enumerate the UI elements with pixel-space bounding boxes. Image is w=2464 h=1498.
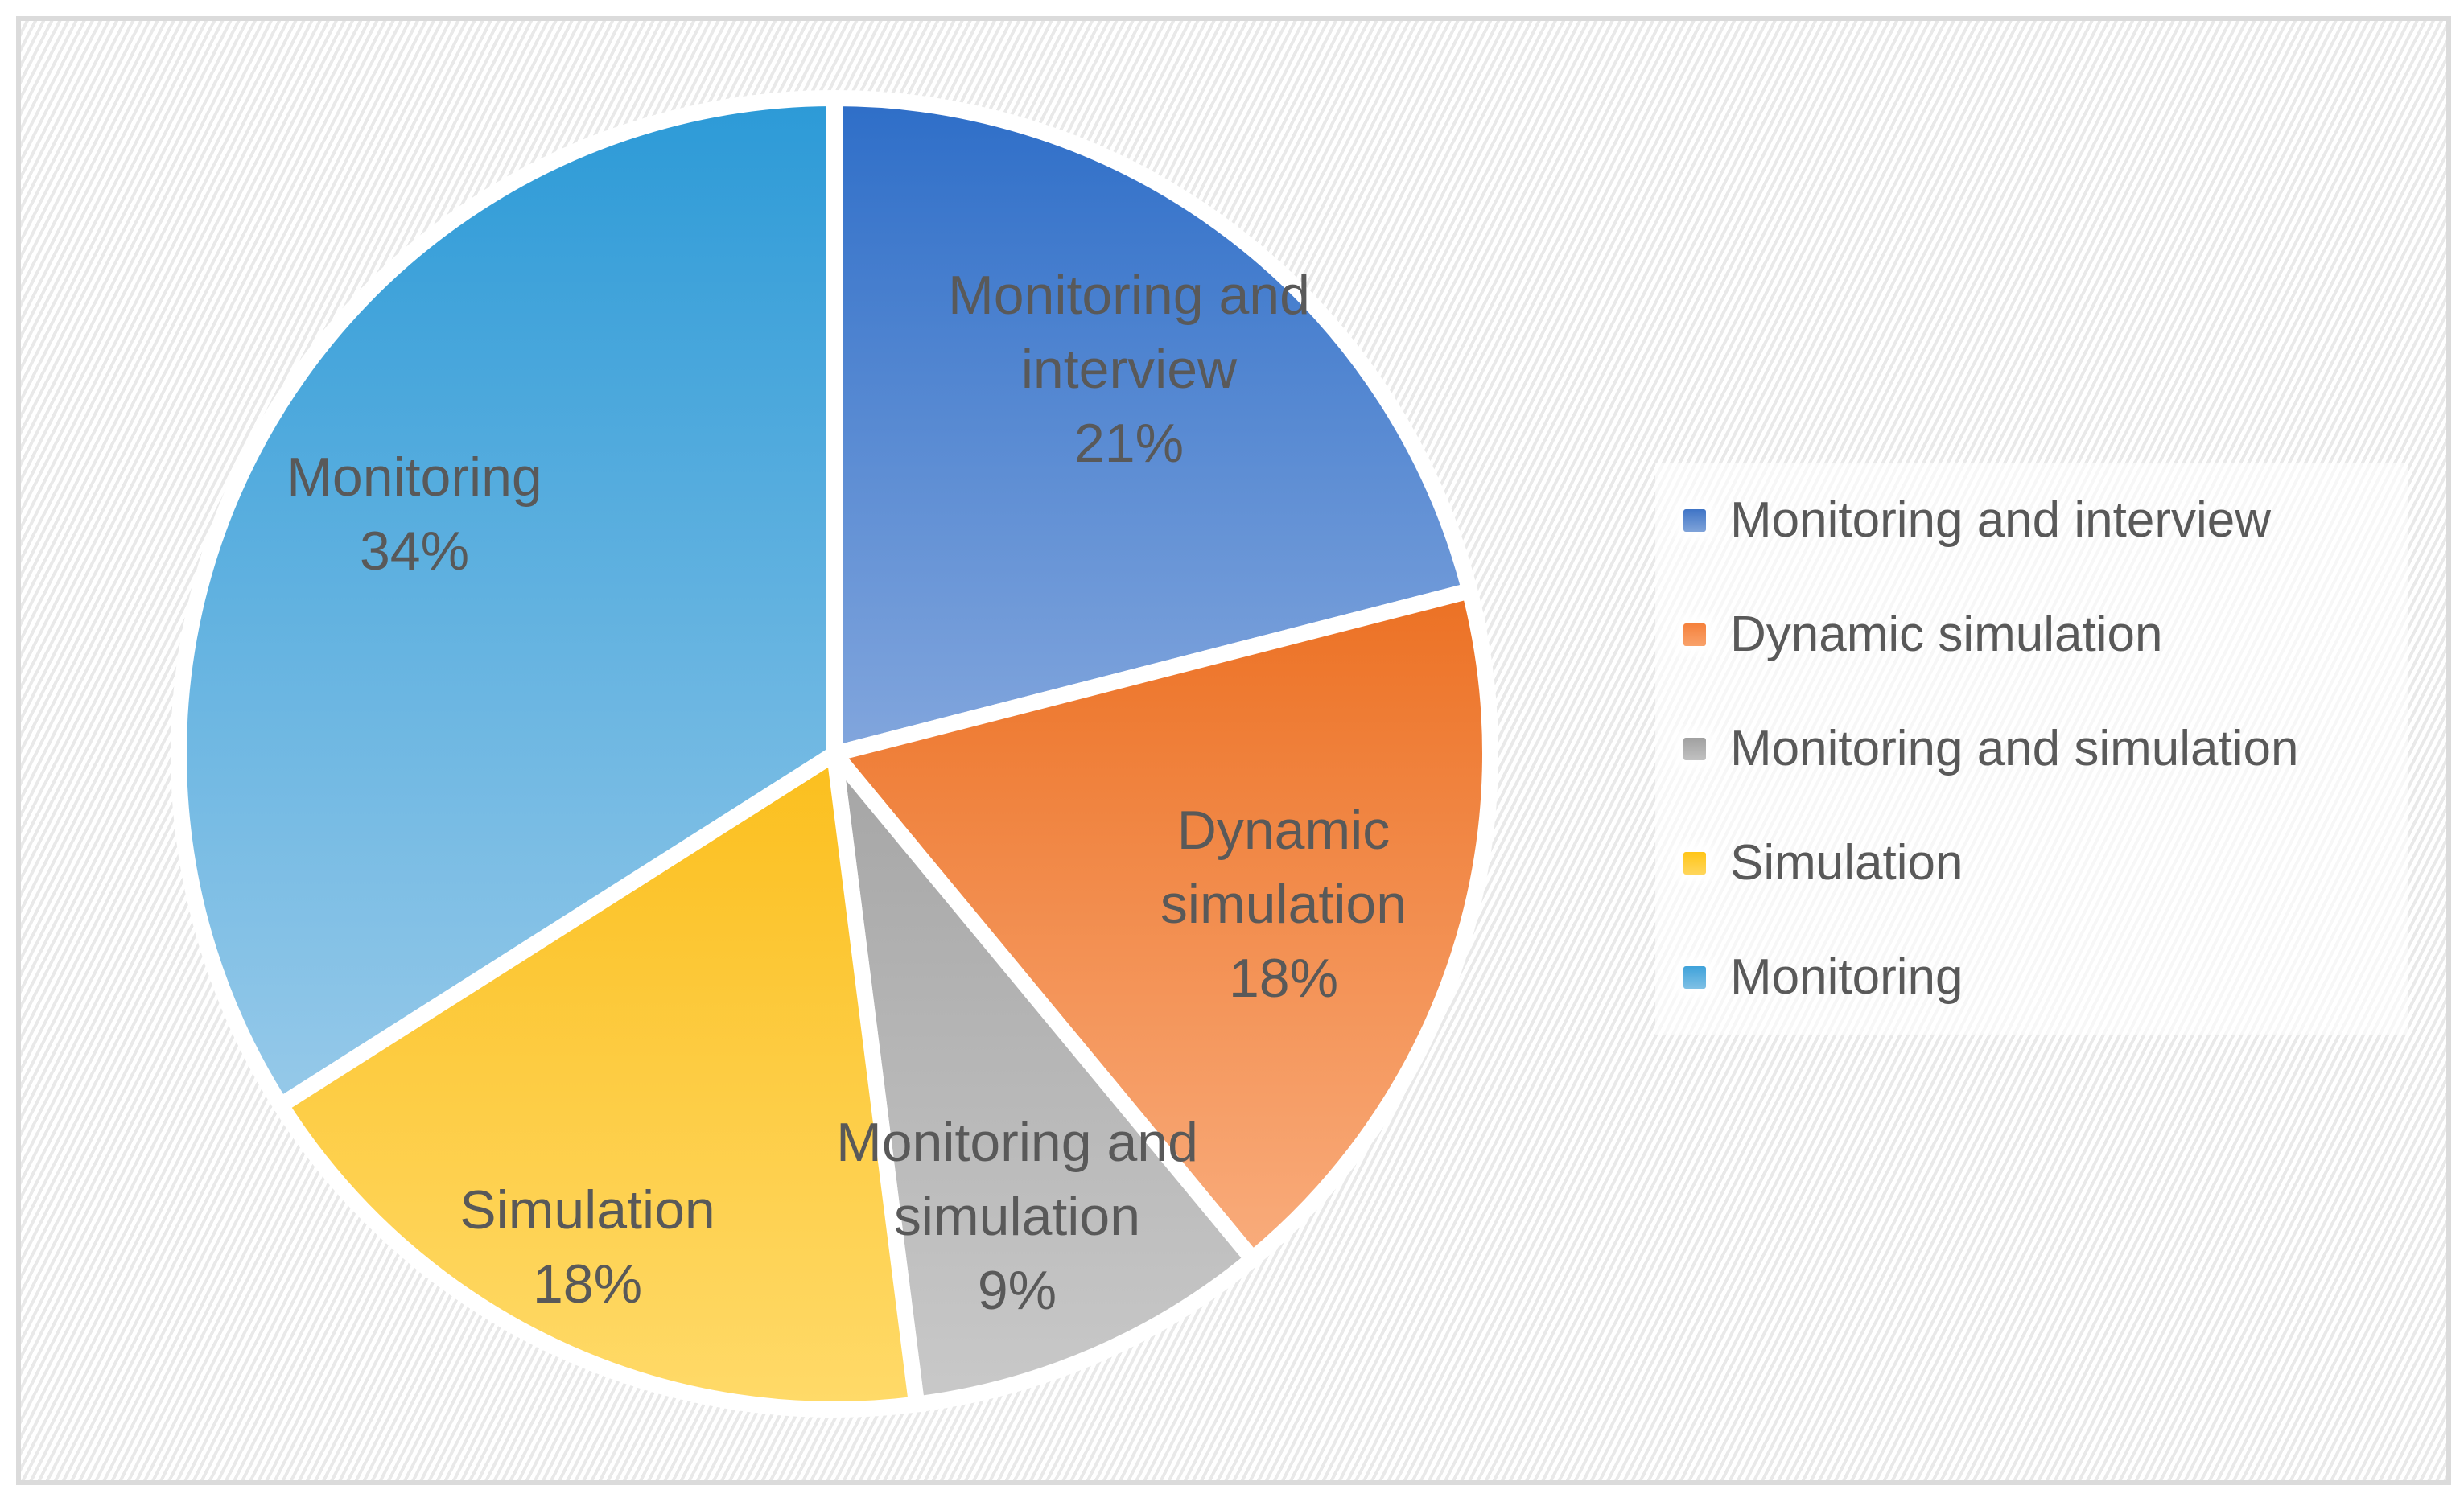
legend-item-monitoring-and-simulation: Monitoring and simulation [1655, 692, 2408, 806]
legend-item-simulation: Simulation [1655, 806, 2408, 920]
legend: Monitoring and interview Dynamic simulat… [1655, 463, 2408, 1035]
legend-swatch [1683, 509, 1706, 532]
legend-swatch [1683, 966, 1706, 989]
legend-swatch [1683, 852, 1706, 875]
legend-swatch [1683, 623, 1706, 646]
legend-item-label: Dynamic simulation [1730, 606, 2163, 662]
pie-slice-dynamic-simulation [826, 582, 1498, 1267]
legend-item-label: Monitoring and interview [1730, 492, 2272, 548]
legend-item-label: Monitoring and simulation [1730, 720, 2299, 776]
legend-item-dynamic-simulation: Dynamic simulation [1655, 578, 2408, 692]
legend-swatch [1683, 738, 1706, 760]
legend-item-monitoring: Monitoring [1655, 920, 2408, 1035]
pie-slice-monitoring-and-interview [826, 90, 1478, 762]
legend-item-label: Simulation [1730, 834, 1963, 891]
pie-slice-monitoring [171, 90, 843, 1113]
pie-slice-simulation [272, 746, 925, 1418]
legend-item-label: Monitoring [1730, 949, 1963, 1005]
legend-item-monitoring-and-interview: Monitoring and interview [1655, 463, 2408, 578]
pie-slice-monitoring-and-simulation [826, 746, 1261, 1413]
